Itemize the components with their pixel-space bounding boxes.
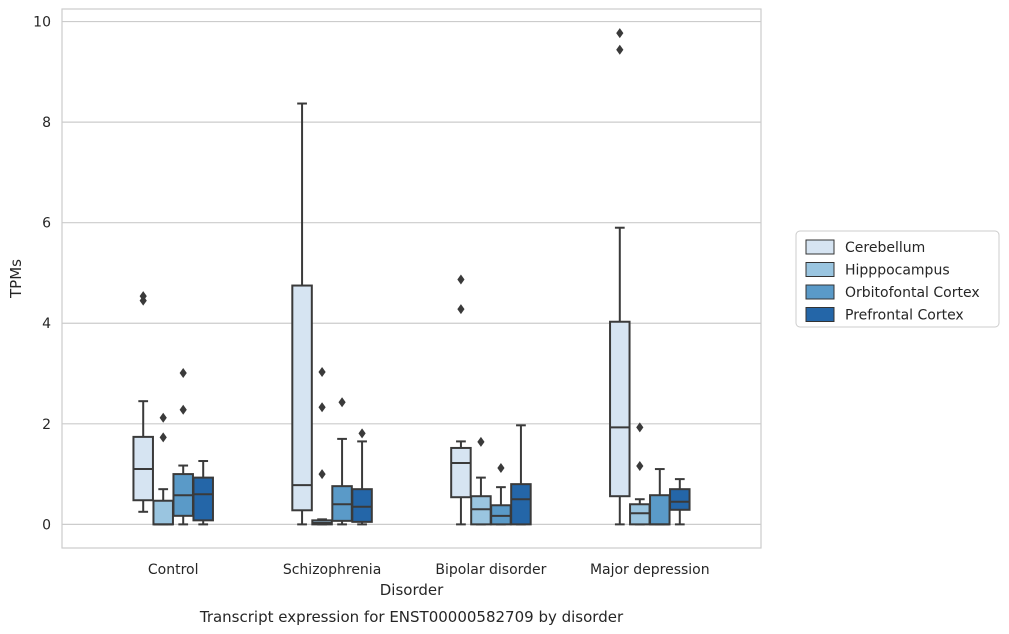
box-body	[450, 446, 472, 499]
box-3-0	[609, 28, 631, 526]
legend-label-2: Orbitofontal Cortex	[845, 285, 980, 301]
box-1-2	[331, 397, 353, 526]
outlier-0	[318, 469, 326, 480]
outlier-0	[159, 432, 167, 443]
legend-swatch-0	[805, 239, 835, 255]
plot-frame	[61, 8, 762, 549]
outlier-1	[616, 28, 624, 39]
box-body	[609, 320, 631, 498]
box-body	[152, 499, 174, 526]
box-2-2	[490, 463, 512, 526]
outlier-0	[497, 463, 505, 474]
box-body	[470, 495, 492, 526]
y-tick-label-2: 2	[42, 417, 51, 433]
box-0-2	[172, 368, 194, 526]
outlier-1	[139, 291, 147, 302]
box-body	[490, 504, 512, 526]
legend-frame	[795, 230, 1000, 328]
y-tick-label-6: 6	[42, 216, 51, 232]
x-tick-label-1: Schizophrenia	[283, 562, 381, 578]
legend-label-0: Cerebellum	[845, 240, 925, 256]
outlier-1	[159, 412, 167, 423]
legend-swatch-2	[805, 284, 835, 300]
x-tick-label-2: Bipolar disorder	[435, 562, 546, 578]
legend-swatch-3	[805, 307, 835, 322]
y-tick-label-4: 4	[42, 316, 51, 332]
x-axis-label: Disorder	[380, 581, 444, 599]
y-tick-label-0: 0	[42, 517, 51, 533]
outlier-0	[179, 404, 187, 415]
legend-label-1: Hipppocampus	[845, 263, 950, 279]
box-2-3	[510, 424, 532, 526]
box-body	[629, 503, 651, 526]
outlier-0	[477, 436, 485, 447]
legend-label-3: Prefrontal Cortex	[845, 308, 964, 324]
box-3-1	[629, 422, 651, 526]
box-1-1	[311, 367, 333, 526]
outlier-0	[358, 428, 366, 439]
y-tick-label-8: 8	[42, 115, 51, 131]
outlier-0	[457, 304, 465, 315]
chart-caption: Transcript expression for ENST0000058270…	[199, 608, 624, 626]
boxes-layer	[132, 28, 691, 526]
outlier-1	[636, 422, 644, 433]
box-3-3	[669, 478, 691, 526]
box-body	[649, 494, 671, 526]
box-0-1	[152, 412, 174, 526]
outlier-2	[318, 367, 326, 378]
x-tick-label-0: Control	[148, 562, 199, 578]
x-tick-labels: Control Schizophrenia Bipolar disorder Majo…	[148, 562, 710, 578]
y-axis-label: TPMs	[7, 259, 25, 299]
box-1-0	[291, 102, 313, 526]
box-body	[291, 284, 313, 512]
legend-swatch-1	[805, 262, 835, 277]
box-body	[351, 488, 373, 523]
x-tick-label-3: Major depression	[590, 562, 710, 578]
box-1-3	[351, 428, 373, 526]
box-body	[669, 488, 691, 511]
box-body	[510, 483, 532, 526]
y-tick-label-10: 10	[33, 15, 51, 31]
outlier-0	[636, 461, 644, 472]
outlier-1	[318, 402, 326, 413]
box-0-0	[132, 291, 154, 513]
legend: Cerebellum Hipppocampus Orbitofontal Corte…	[795, 230, 1000, 328]
outlier-1	[457, 274, 465, 285]
outlier-0	[338, 397, 346, 408]
y-tick-labels: 0 2 4 6 8 10	[33, 15, 51, 534]
outlier-1	[179, 368, 187, 379]
outlier-0	[616, 44, 624, 55]
box-2-0	[450, 274, 472, 526]
box-0-3	[192, 460, 214, 526]
box-body	[192, 476, 214, 522]
